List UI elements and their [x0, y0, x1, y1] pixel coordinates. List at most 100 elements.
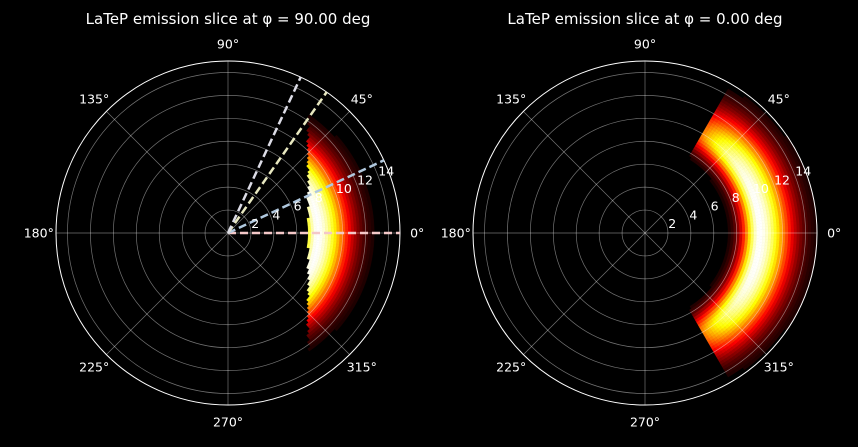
heatmap-cell	[768, 232, 772, 237]
heatmap-cell	[742, 232, 746, 236]
heatmap-cell	[750, 227, 755, 231]
heatmap-cell	[750, 238, 754, 242]
radial-gridline	[181, 186, 275, 280]
heatmap-cell	[796, 232, 801, 238]
polar-frame	[472, 60, 818, 406]
heatmap-cell	[334, 134, 340, 141]
heatmap-cell	[747, 232, 752, 236]
heatmap-cell	[741, 224, 746, 229]
heatmap-cell	[750, 229, 755, 234]
radial-gridline	[621, 209, 669, 257]
heatmap-cell	[353, 219, 357, 224]
heatmap-cell	[327, 238, 332, 242]
angular-gridline	[644, 232, 767, 355]
heatmap-cell	[345, 229, 349, 234]
heatmap-cell	[350, 219, 354, 224]
heatmap-cell	[742, 227, 746, 231]
angular-gridline	[523, 232, 646, 355]
heatmap-cell	[776, 222, 780, 227]
guide-line	[226, 91, 328, 234]
heatmap-cell	[753, 221, 757, 225]
heatmap-cell	[807, 224, 812, 229]
heatmap-cell	[307, 236, 312, 240]
heatmap-cell	[356, 225, 361, 230]
heatmap-cell	[738, 240, 743, 244]
heatmap-cell	[747, 224, 752, 228]
heatmap-cell	[350, 242, 354, 247]
heatmap-cell	[764, 242, 769, 247]
heatmap-cell	[796, 224, 800, 230]
heatmap-cell	[790, 224, 795, 230]
r-tick-label: 4	[689, 207, 697, 222]
heatmap-cell	[348, 235, 352, 240]
heatmap-cell	[779, 229, 783, 234]
guide-line	[227, 159, 385, 235]
heatmap-cell	[764, 239, 769, 243]
heatmap-cell	[768, 229, 772, 234]
heatmap-cell	[356, 239, 360, 244]
r-tick-label: 10	[753, 181, 769, 196]
heatmap-cell	[345, 232, 349, 237]
heatmap-cell	[767, 226, 772, 230]
emission-heatmap-left	[305, 114, 375, 352]
heatmap-cell	[327, 224, 332, 228]
chart-title-right: LaTeP emission slice at φ = 0.00 deg	[507, 10, 782, 28]
polar-panel-left: LaTeP emission slice at φ = 90.00 deg 0°…	[24, 10, 425, 430]
heatmap-cell	[750, 235, 755, 239]
heatmap-cell	[750, 221, 754, 225]
heatmap-cell	[807, 241, 812, 247]
heatmap-cell	[753, 238, 757, 242]
heatmap-cell	[319, 235, 323, 239]
heatmap-cell	[370, 236, 375, 241]
heatmap-cell	[330, 227, 335, 231]
heatmap-cell	[368, 225, 372, 230]
heatmap-cell	[347, 242, 352, 247]
heatmap-cell	[733, 232, 737, 236]
heatmap-cell	[327, 240, 332, 245]
heatmap-cell	[788, 232, 792, 238]
heatmap-cell	[785, 229, 789, 234]
heatmap-cell	[807, 219, 812, 225]
heatmap-cell	[744, 224, 749, 228]
heatmap-cell	[330, 238, 335, 242]
heatmap-cell	[756, 229, 760, 234]
heatmap-cell	[747, 235, 752, 239]
heatmap-cell	[799, 236, 803, 242]
heatmap-cell	[770, 219, 774, 224]
heatmap-cell	[319, 227, 323, 231]
heatmap-cell	[310, 237, 315, 240]
heatmap-cell	[773, 225, 778, 230]
heatmap-cell	[799, 240, 803, 246]
r-tick-label: 10	[336, 181, 352, 196]
radial-gridline	[158, 163, 298, 303]
heatmap-cell	[736, 232, 740, 236]
heatmap-cell	[782, 229, 786, 234]
heatmap-cell	[350, 236, 355, 240]
heatmap-cell	[808, 228, 812, 234]
heatmap-cell	[345, 226, 349, 231]
heatmap-cell	[324, 240, 329, 244]
heatmap-cell	[368, 255, 373, 260]
heatmap-cell	[367, 240, 372, 245]
heatmap-cell	[369, 209, 374, 215]
heatmap-cell	[358, 218, 363, 223]
heatmap-cell	[810, 237, 815, 243]
heatmap-cell	[730, 228, 735, 231]
angular-gridline	[644, 111, 767, 234]
heatmap-cell	[330, 235, 335, 239]
r-tick-label: 14	[795, 164, 811, 179]
heatmap-cell	[765, 235, 769, 240]
r-tick-label: 2	[668, 216, 676, 231]
heatmap-cell	[811, 228, 815, 234]
heatmap-cell	[788, 228, 792, 234]
heatmap-cell	[802, 232, 806, 238]
heatmap-cell	[726, 88, 733, 94]
theta-tick-label: 315°	[764, 359, 794, 374]
radial-gridline	[484, 72, 806, 394]
heatmap-cell	[322, 237, 326, 241]
radial-gridline	[529, 117, 761, 349]
heatmap-cell	[762, 229, 766, 234]
theta-tick-label: 225°	[79, 359, 109, 374]
heatmap-cell	[767, 222, 772, 227]
heatmap-cell	[307, 228, 312, 232]
